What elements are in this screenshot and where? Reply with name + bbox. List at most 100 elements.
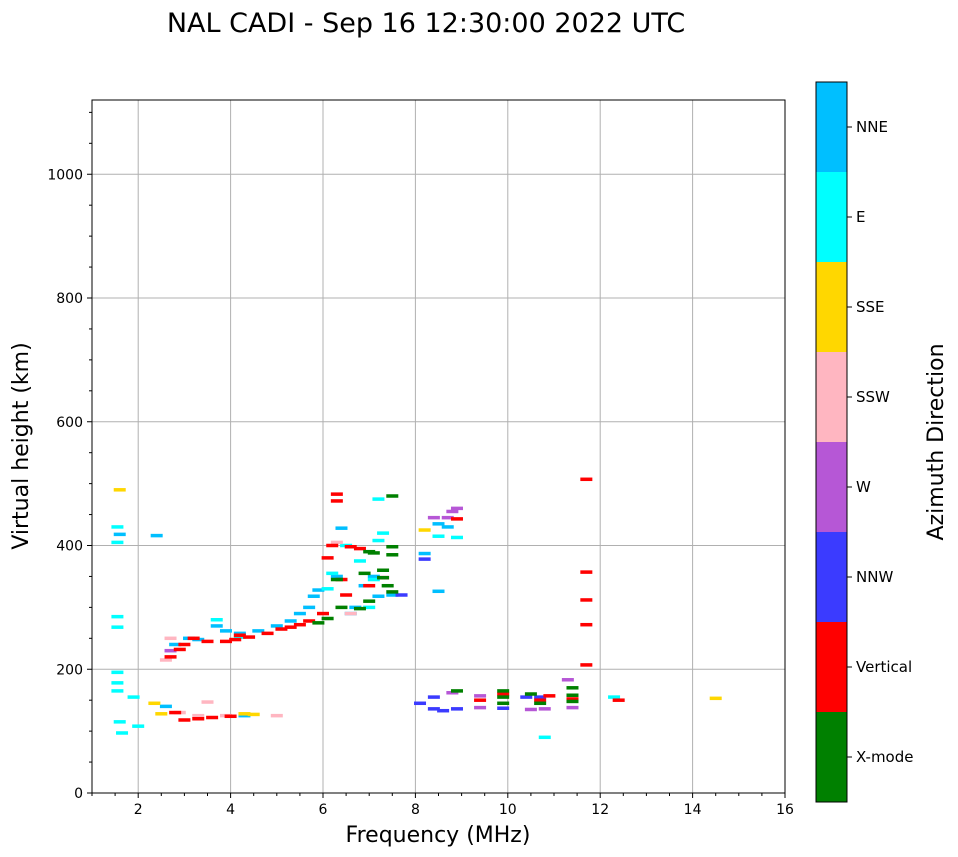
x-tick-label: 4	[226, 802, 235, 818]
data-point	[395, 593, 408, 597]
data-point	[580, 598, 593, 602]
data-point	[534, 701, 547, 706]
colorbar-label: SSE	[856, 298, 885, 316]
colorbar-segment-ssw	[816, 352, 847, 442]
x-tick-label: 14	[684, 802, 702, 818]
data-point	[148, 701, 161, 706]
data-point	[164, 655, 177, 659]
data-point	[497, 695, 510, 699]
data-point	[192, 717, 205, 721]
colorbar-segment-nne	[816, 82, 847, 172]
colorbar-segment-w	[816, 442, 847, 532]
colorbar-segment-x-mode	[816, 712, 847, 802]
data-point	[326, 543, 339, 548]
data-point	[340, 593, 353, 597]
data-point	[363, 583, 376, 588]
data-point	[534, 695, 547, 699]
data-point	[377, 568, 390, 572]
series-x-mode	[312, 494, 579, 706]
data-point	[524, 707, 537, 712]
data-point	[538, 707, 551, 711]
data-point	[159, 658, 172, 662]
data-point	[386, 553, 399, 557]
data-point	[111, 525, 124, 529]
data-point	[113, 720, 126, 724]
data-point	[608, 695, 621, 699]
data-point	[317, 611, 329, 616]
series-nnw	[395, 557, 547, 713]
data-point	[358, 571, 371, 576]
data-point	[330, 499, 343, 503]
data-point	[224, 714, 237, 719]
data-point	[219, 639, 232, 644]
data-point	[335, 526, 348, 530]
data-point	[427, 695, 440, 699]
data-point	[330, 540, 343, 545]
data-point	[169, 642, 182, 647]
data-point	[386, 593, 399, 597]
data-point	[303, 619, 316, 623]
data-point	[293, 622, 306, 627]
data-point	[321, 556, 334, 560]
data-point	[192, 713, 205, 718]
data-point	[173, 647, 186, 652]
data-point	[432, 522, 445, 526]
data-point	[612, 698, 625, 702]
data-point	[353, 559, 366, 563]
series-vertical	[164, 477, 625, 722]
data-point	[538, 735, 551, 740]
data-point	[418, 528, 431, 532]
data-point	[386, 494, 399, 498]
data-point	[524, 692, 537, 696]
data-point	[381, 583, 394, 588]
data-point	[363, 605, 376, 610]
data-point	[159, 704, 172, 709]
data-point	[543, 694, 556, 698]
data-point	[178, 642, 191, 647]
data-point	[233, 635, 246, 639]
data-point	[441, 525, 454, 529]
chart-title: NAL CADI - Sep 16 12:30:00 2022 UTC	[167, 8, 685, 39]
colorbar: X-mode Vertical NNW W SSW SSE E NNE	[815, 81, 913, 803]
data-point	[155, 712, 168, 716]
data-point	[330, 574, 343, 579]
data-point	[111, 689, 124, 693]
y-tick-label: 0	[74, 786, 83, 802]
data-point	[474, 698, 487, 702]
data-point	[566, 699, 579, 704]
data-point	[238, 712, 251, 716]
series-sse	[113, 488, 722, 717]
colorbar-label: NNW	[856, 568, 893, 586]
data-point	[111, 670, 124, 675]
data-point	[450, 535, 463, 540]
data-point	[446, 691, 459, 695]
data-point	[520, 695, 533, 699]
data-point	[450, 506, 463, 511]
data-point	[441, 515, 454, 520]
data-point	[261, 631, 274, 636]
data-point	[233, 633, 246, 637]
data-point	[187, 636, 200, 641]
data-point	[450, 689, 463, 693]
colorbar-label: NNE	[856, 118, 888, 136]
data-point	[580, 477, 593, 482]
data-point	[344, 611, 357, 616]
data-point	[210, 624, 223, 628]
data-point	[363, 549, 376, 554]
y-tick-label: 1000	[47, 167, 83, 183]
data-point	[580, 570, 593, 574]
data-point	[386, 544, 399, 549]
data-point	[127, 695, 140, 699]
x-tick-label: 2	[134, 802, 143, 818]
x-tick-label: 8	[411, 802, 420, 818]
data-point	[709, 696, 722, 701]
data-point	[427, 707, 440, 711]
data-point	[432, 589, 445, 594]
data-point	[367, 577, 380, 582]
data-point	[353, 606, 366, 611]
series-w	[164, 506, 579, 712]
data-point	[164, 636, 177, 641]
data-point	[432, 534, 445, 538]
data-point	[178, 718, 191, 722]
data-point	[418, 551, 431, 556]
